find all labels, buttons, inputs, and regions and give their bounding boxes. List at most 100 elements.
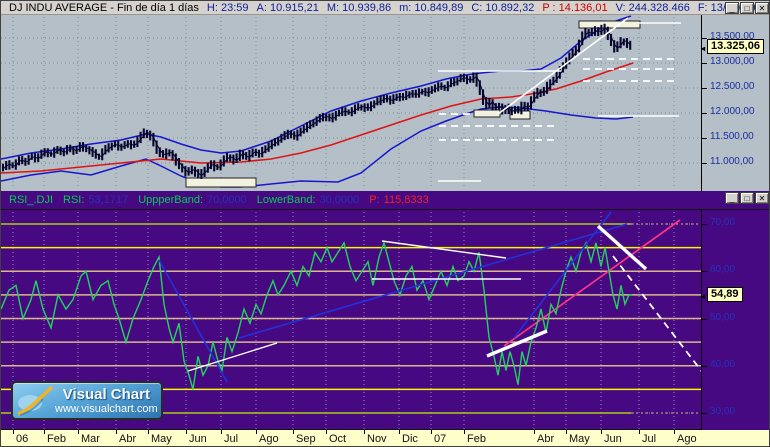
rsi-stats: RSI: 53,1717 UppperBand: 70,0000 LowerBand: 3… [53,194,429,206]
price-axis-label: 11.500,00 [710,131,754,142]
month-label: May [569,433,590,445]
month-tick [44,430,45,434]
rsi-stat-label: LowerBand: [256,194,316,206]
date-axis: 06 Feb Mar Abr May Jun Jul Ago Sep Oct Nov Dic 07 Feb… [1,430,769,446]
price-axis-label: 13.000,00 [710,56,755,67]
rsi-stat-value: 70,0000 [207,194,247,206]
price-axis: ◂ 13.325,06 13.500,00 13.000,00 12.500,00 1… [701,15,769,191]
quote-stat: A: 10.915,21 [256,1,319,14]
month-tick [601,430,602,434]
close-button[interactable]: ✕ [755,2,769,14]
rsi-panel: ◂ 54,89 70,00 60,00 50,00 40,00 30,00 Visual… [1,209,769,431]
rsi-axis-tick [702,366,707,367]
month-tick [148,430,149,434]
quote-stat: P : 14.136,01 [542,1,608,14]
month-tick [221,430,222,434]
month-tick [364,430,365,434]
quote-stat: m: 10.849,89 [399,1,464,14]
rsi-axis-tick [702,271,707,272]
visual-chart-logo[interactable]: Visual Chart www.visualchart.com [11,381,163,420]
rsi-axis-label: 30,00 [710,406,736,417]
rsi-axis-tick [702,413,707,414]
month-tick [116,430,117,434]
maximize-button[interactable]: □ [740,2,754,14]
month-label: Jun [604,433,622,445]
price-axis-tick [702,88,707,89]
rsi-axis-tick [702,224,707,225]
month-tick [256,430,257,434]
rsi-minimize-button[interactable]: _ [725,192,739,204]
rsi-stat-label: RSI: [63,194,85,206]
month-label: Oct [329,433,347,445]
rsi-header: RSI_.DJI RSI: 53,1717 UppperBand: 70,0000 Lo… [1,191,769,209]
quote-stat: M: 10.939,86 [326,1,392,14]
month-label: Abr [537,433,555,445]
rsi-last-value: 54,89 [711,288,739,300]
last-price-value: 13.325,06 [711,40,760,52]
month-tick [431,430,432,434]
rsi-axis-label: 60,00 [710,264,736,275]
price-axis-label: 12.000,00 [710,106,755,117]
logo-swoosh-icon [17,385,54,416]
month-label: Jul [224,433,239,445]
month-tick [566,430,567,434]
rsi-stat-value: 53,1717 [88,194,129,206]
window-title: DJ INDU AVERAGE - Fin de día 1 días [9,1,199,14]
month-label: Sep [296,433,316,445]
quote-stat: V: 244.328.466 [615,1,690,14]
window-titlebar[interactable]: DJ INDU AVERAGE - Fin de día 1 días H: 2… [1,1,769,15]
rsi-stat-value: 30,0000 [319,194,360,206]
rsi-axis-label: 70,00 [710,217,736,228]
price-axis-label: 12.500,00 [710,81,755,92]
minimize-button[interactable]: _ [725,2,739,14]
price-axis-label: 13.500,00 [710,31,755,42]
tag-arrow-icon: ◂ [701,292,706,301]
month-label: Feb [47,433,66,445]
last-price-tag: ◂ 13.325,06 [701,39,764,54]
month-tick [186,430,187,434]
month-tick [293,430,294,434]
month-tick [674,430,675,434]
rsi-axis-label: 50,00 [710,312,736,323]
month-label: Nov [367,433,387,445]
month-label: Mar [81,433,100,445]
month-label: Feb [467,433,486,445]
logo-title: Visual Chart [62,385,150,403]
month-label: 06 [16,433,29,445]
month-tick [399,430,400,434]
month-label: May [151,433,172,445]
quote-stat: H: 23:59 [206,1,249,14]
price-axis-tick [702,38,707,39]
price-axis-tick [702,138,707,139]
month-tick [639,430,640,434]
rsi-close-button[interactable]: ✕ [755,192,769,204]
price-axis-tick [702,113,707,114]
month-label: Jul [642,433,657,445]
price-axis-tick [702,163,707,164]
rsi-stat-value: 115,8333 [383,194,429,206]
month-label: Dic [402,433,418,445]
month-label: Ago [677,433,697,445]
rsi-axis-tick [702,319,707,320]
rsi-window-controls: _ □ ✕ [725,192,769,204]
window-controls: _ □ ✕ [725,2,769,14]
quote-stat: C: 10.892,32 [471,1,535,14]
month-tick [326,430,327,434]
rsi-axis: ◂ 54,89 70,00 60,00 50,00 40,00 30,00 [701,210,769,431]
rsi-maximize-button[interactable]: □ [740,192,754,204]
month-label: 07 [434,433,447,445]
month-label: Ago [259,433,279,445]
month-tick [13,430,14,434]
rsi-value-tag: ◂ 54,89 [701,287,743,302]
price-panel: ◂ 13.325,06 13.500,00 13.000,00 12.500,00 1… [1,15,769,191]
rsi-axis-label: 40,00 [710,359,736,370]
month-tick [534,430,535,434]
tag-arrow-icon: ◂ [701,44,706,53]
rsi-stat-label: UppperBand: [138,194,204,206]
month-label: Abr [119,433,137,445]
price-chart[interactable] [1,15,701,191]
rsi-chart[interactable] [1,210,701,431]
month-label: Jun [189,433,207,445]
price-axis-label: 11.000,00 [710,156,754,167]
